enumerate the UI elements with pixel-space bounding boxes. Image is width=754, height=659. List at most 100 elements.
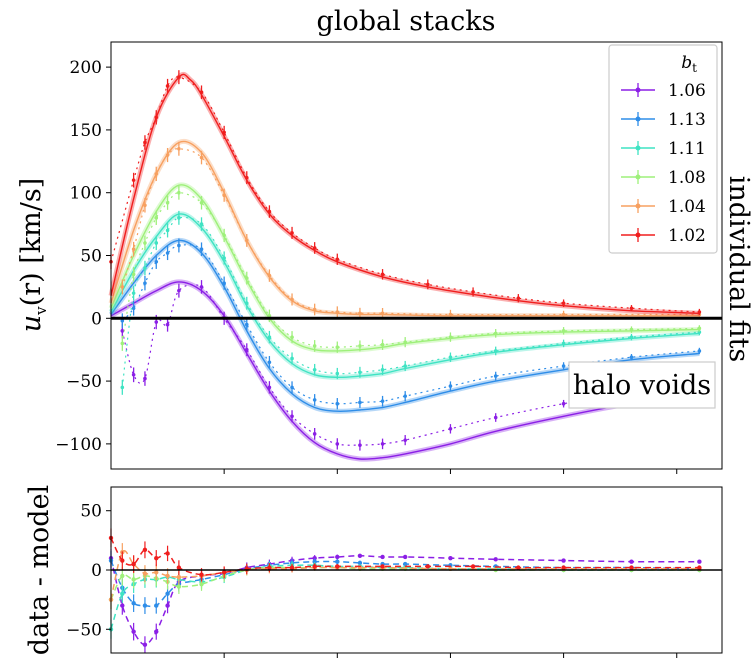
data-point-1.13 [154, 259, 159, 264]
data-point-1.06 [143, 376, 147, 381]
resid-point-1.02 [470, 564, 476, 569]
data-point-1.04 [120, 285, 125, 289]
data-point-1.08 [312, 344, 317, 348]
data-point-1.11 [312, 367, 317, 372]
top-ytick-label: 50 [80, 247, 102, 267]
resid-point-1.13 [165, 591, 170, 596]
data-point-1.11 [120, 385, 125, 390]
resid-point-1.02 [516, 565, 521, 570]
data-point-1.06 [131, 373, 136, 377]
data-point-1.08 [244, 276, 249, 280]
data-point-1.02 [222, 130, 226, 135]
data-point-1.11 [165, 228, 170, 233]
data-point-1.04 [177, 146, 181, 151]
resid-point-1.02 [221, 570, 227, 575]
legend-marker-1.04 [635, 203, 641, 209]
legend-marker-1.02 [635, 232, 641, 238]
data-point-1.13 [312, 398, 317, 402]
data-point-1.11 [290, 356, 294, 361]
top-series-layer [108, 70, 702, 462]
legend-label-1.04: 1.04 [668, 197, 706, 217]
legend-title: bt [681, 53, 697, 75]
data-point-1.08 [335, 345, 340, 349]
data-point-1.04 [154, 172, 159, 176]
bottom-ytick-label: −50 [66, 620, 102, 640]
resid-point-1.04 [165, 573, 170, 579]
resid-point-1.02 [425, 564, 431, 569]
data-point-1.11 [403, 364, 407, 368]
data-point-1.02 [426, 282, 430, 287]
data-point-1.06 [290, 414, 294, 419]
data-point-1.11 [154, 241, 159, 245]
data-point-1.06 [335, 442, 340, 446]
bottom-ytick-label: 0 [91, 561, 102, 581]
bottom-panel: −50 0 50 data - model [24, 485, 723, 658]
data-point-1.04 [448, 312, 453, 317]
data-point-1.06 [312, 432, 317, 436]
resid-line-1.11 [110, 564, 700, 630]
resid-point-1.13 [154, 603, 159, 608]
data-point-1.02 [335, 257, 340, 262]
resid-point-1.04 [154, 570, 159, 575]
data-point-1.04 [244, 238, 249, 243]
data-line-1.04 [121, 148, 700, 316]
data-point-1.08 [165, 200, 170, 205]
top-panel: −100 −50 0 50 100 150 200 uv(r) [km/s] halo vo… [16, 41, 723, 474]
data-point-1.13 [493, 374, 498, 378]
data-point-1.06 [199, 285, 204, 289]
data-point-1.04 [199, 155, 204, 160]
resid-point-1.02 [629, 565, 634, 570]
data-point-1.13 [177, 243, 181, 248]
data-point-1.13 [697, 349, 702, 353]
data-point-1.13 [165, 251, 170, 255]
data-point-1.13 [358, 400, 362, 405]
data-point-1.06 [165, 322, 170, 327]
data-point-1.08 [131, 272, 136, 277]
data-point-1.02 [244, 175, 249, 180]
data-point-1.13 [380, 399, 385, 403]
data-point-1.11 [143, 266, 147, 270]
data-point-1.06 [120, 329, 125, 333]
bottom-xticks [223, 653, 678, 658]
top-ytick-label: 100 [70, 184, 102, 204]
data-point-1.13 [131, 306, 136, 311]
data-point-1.06 [403, 438, 407, 442]
data-point-1.06 [561, 401, 566, 406]
data-point-1.02 [143, 140, 147, 145]
data-point-1.11 [697, 330, 702, 334]
resid-point-1.06 [120, 603, 125, 608]
annotation-box [568, 361, 716, 409]
resid-point-1.06 [131, 629, 136, 634]
data-point-1.04 [561, 312, 566, 317]
data-point-1.02 [380, 272, 385, 277]
data-point-1.11 [199, 222, 204, 226]
resid-point-1.06 [561, 558, 566, 563]
resid-point-1.06 [380, 554, 385, 560]
data-point-1.11 [358, 370, 362, 375]
bottom-yticks: −50 0 50 [66, 502, 111, 640]
data-point-1.13 [120, 319, 125, 323]
data-point-1.08 [199, 200, 204, 205]
data-point-1.06 [448, 427, 453, 431]
data-point-1.13 [561, 364, 566, 368]
resid-point-1.02 [199, 572, 204, 577]
resid-point-1.13 [131, 601, 136, 606]
data-point-1.04 [143, 203, 147, 208]
legend-items: 1.06 1.13 1.11 1.08 1.04 1.02 [621, 81, 706, 246]
bottom-series-layer [108, 528, 702, 654]
resid-point-1.08 [199, 582, 204, 587]
data-point-1.02 [516, 296, 521, 301]
resid-point-1.13 [335, 559, 340, 564]
data-point-1.08 [629, 327, 634, 332]
data-point-1.08 [143, 241, 147, 245]
legend-marker-1.06 [635, 87, 641, 93]
data-point-1.13 [448, 384, 453, 388]
data-point-1.04 [335, 310, 340, 314]
bottom-ytick-label: 50 [80, 502, 102, 522]
legend-label-1.08: 1.08 [668, 168, 706, 188]
data-point-1.02 [629, 306, 634, 311]
resid-point-1.02 [380, 564, 385, 569]
resid-point-1.08 [176, 584, 182, 589]
data-point-1.06 [267, 385, 272, 390]
data-point-1.04 [222, 193, 226, 198]
